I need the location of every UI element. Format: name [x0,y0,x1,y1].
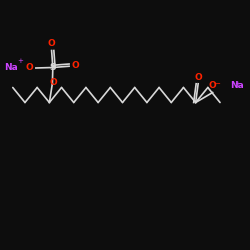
Text: O: O [72,61,79,70]
Text: +: + [18,58,23,64]
Text: Na: Na [230,80,244,90]
Text: +: + [234,80,240,86]
Text: O: O [48,40,56,48]
Text: O: O [209,80,216,90]
Text: S: S [50,62,56,72]
Text: Na: Na [4,62,18,72]
Text: −: − [214,80,220,86]
Text: O: O [50,78,58,87]
Text: O: O [194,73,202,82]
Text: O: O [26,63,33,72]
